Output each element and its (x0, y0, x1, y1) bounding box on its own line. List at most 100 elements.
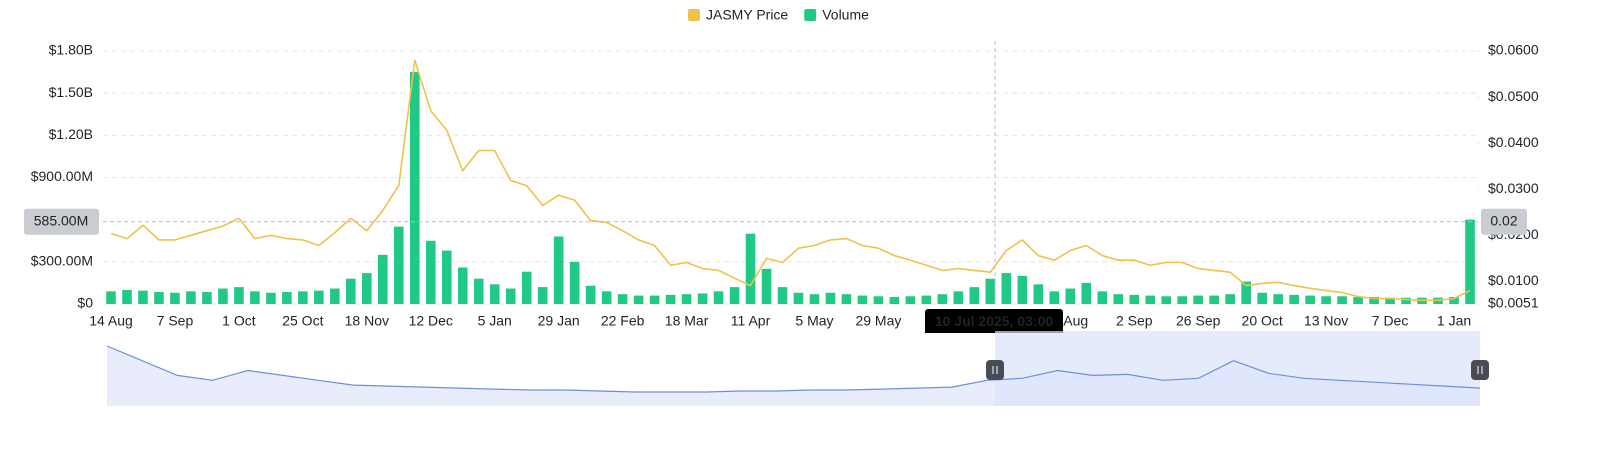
y2-tick-label: $0.0400 (1488, 134, 1539, 150)
volume-bar (1145, 295, 1156, 304)
y-tick-label: $0 (77, 295, 93, 311)
volume-bar (1241, 281, 1251, 304)
volume-bar (138, 290, 148, 304)
volume-bar (1353, 296, 1363, 304)
x-tick-label: 2 Sep (1116, 313, 1153, 329)
volume-bar (1225, 294, 1235, 304)
volume-bar (953, 291, 964, 304)
volume-bar (793, 292, 804, 304)
legend-swatch (688, 9, 700, 21)
volume-bar (1193, 295, 1203, 304)
volume-bar (713, 291, 724, 304)
volume-bar (681, 294, 692, 304)
volume-bar (457, 267, 468, 304)
volume-bar (218, 288, 228, 304)
volume-bar (1177, 296, 1188, 304)
volume-bar (601, 291, 612, 304)
volume-bar (106, 291, 116, 304)
volume-bar (857, 295, 868, 304)
x-tick-label: 5 Jan (478, 313, 512, 329)
y2-tick-label: $0.0051 (1488, 295, 1539, 311)
volume-bar (282, 292, 292, 304)
x-tick-label: 18 Nov (345, 313, 389, 329)
volume-bar (745, 233, 756, 304)
volume-bar (1273, 294, 1283, 304)
price-line (110, 59, 1471, 302)
volume-bar (633, 295, 644, 304)
navigator-handle (986, 360, 1004, 380)
volume-bar (1289, 294, 1299, 304)
volume-bar (505, 288, 516, 304)
volume-bar (921, 295, 932, 304)
volume-bar (1257, 292, 1267, 304)
volume-bar (202, 292, 212, 304)
x-tick-label: 20 Oct (1242, 313, 1283, 329)
volume-bar (409, 72, 420, 304)
volume-bar (985, 278, 996, 304)
navigator-handle (1471, 360, 1489, 380)
volume-bar (1369, 296, 1379, 304)
y-tick-label: $300.00M (31, 253, 93, 269)
volume-bar (346, 278, 356, 304)
volume-bar (441, 250, 452, 304)
x-tick-label: 25 Oct (282, 313, 323, 329)
volume-bar (298, 291, 308, 304)
volume-bar (617, 294, 628, 304)
legend-label: JASMY Price (706, 7, 788, 23)
x-tick-label: 5 May (795, 313, 833, 329)
volume-bar (1337, 296, 1347, 304)
navigator-selection (995, 331, 1480, 406)
y2-tick-label: $0.0600 (1488, 42, 1539, 58)
y2-tick-label: $0.0500 (1488, 88, 1539, 104)
x-tick-label: 7 Dec (1372, 313, 1409, 329)
volume-bar (122, 289, 132, 304)
volume-bar (378, 254, 388, 304)
volume-bar (1385, 297, 1395, 304)
volume-bar (330, 288, 340, 304)
volume-bar (425, 240, 436, 304)
volume-bar (1465, 219, 1475, 304)
crosshair-y-label: 585.00M (34, 212, 88, 228)
y-tick-label: $1.80B (49, 42, 93, 58)
x-tick-label: 18 Mar (665, 313, 709, 329)
x-tick-label: 1 Jan (1437, 313, 1471, 329)
volume-bar (170, 292, 180, 304)
x-tick-label: 11 Apr (731, 313, 771, 329)
volume-bar (809, 294, 820, 304)
volume-bar (1129, 294, 1140, 304)
volume-bar (1113, 294, 1124, 304)
x-tick-label: 13 Nov (1304, 313, 1348, 329)
volume-bar (825, 292, 836, 304)
x-tick-label: 1 Oct (222, 313, 256, 329)
x-tick-label: 26 Sep (1176, 313, 1221, 329)
volume-bar (1401, 297, 1411, 304)
crosshair-y2-label: 0.02 (1490, 212, 1517, 228)
legend-swatch (804, 9, 817, 21)
volume-bar (777, 287, 788, 304)
y2-tick-label: $0.0100 (1488, 272, 1539, 288)
volume-bar (1209, 295, 1219, 304)
volume-bar (1097, 291, 1108, 304)
volume-bar (1305, 295, 1315, 304)
volume-bar (362, 273, 372, 304)
volume-bar (537, 287, 548, 304)
volume-bar (969, 287, 980, 304)
y-tick-label: $1.50B (49, 84, 93, 100)
y-tick-label: $900.00M (31, 168, 93, 184)
volume-bar (665, 294, 676, 304)
x-tick-label: 22 Feb (601, 313, 645, 329)
volume-bar (473, 278, 484, 304)
volume-bar (841, 294, 852, 304)
legend-label: Volume (822, 7, 869, 23)
volume-bar (1033, 284, 1044, 304)
volume-bar (1161, 296, 1172, 304)
volume-bar (1081, 282, 1092, 304)
volume-bar (1017, 275, 1028, 304)
volume-bar (234, 287, 244, 304)
volume-bar (553, 236, 564, 304)
volume-bar (186, 291, 196, 304)
volume-bar (393, 226, 404, 304)
volume-bar (250, 291, 260, 304)
volume-bar (1001, 273, 1012, 304)
